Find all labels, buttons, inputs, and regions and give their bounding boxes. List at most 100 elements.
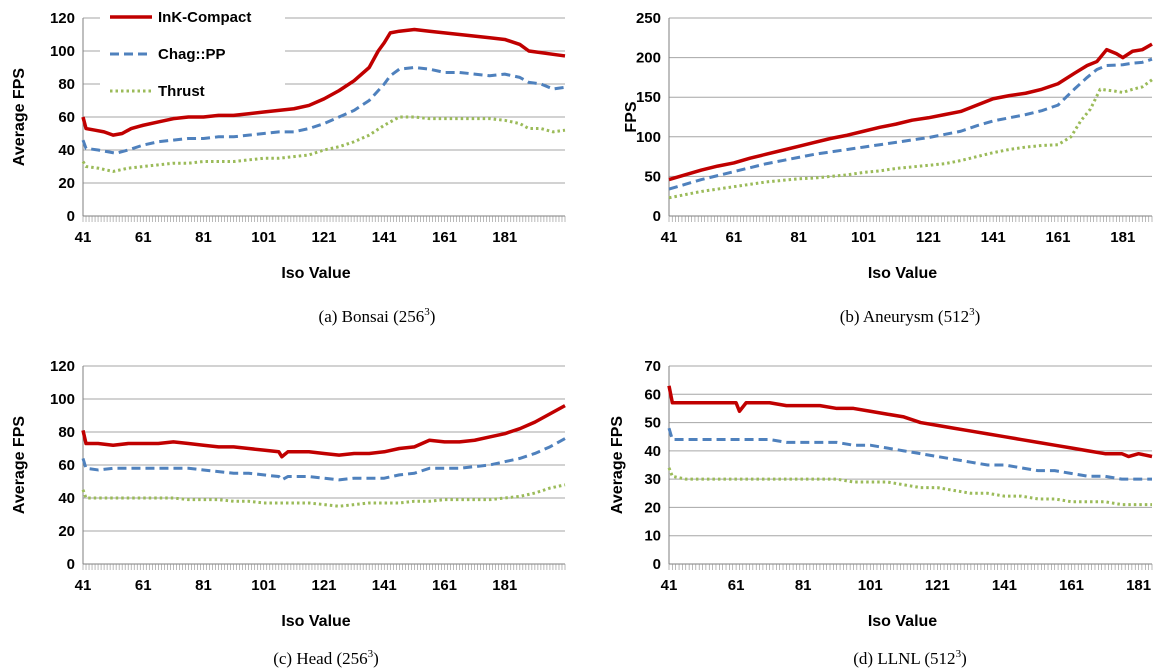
x-tick-label: 121 [925,577,950,594]
x-tick-label: 121 [311,229,336,246]
x-tick-label: 181 [1126,577,1151,594]
x-tick-label: 181 [1110,229,1135,246]
x-tick-label: 81 [195,577,212,594]
y-tick-label: 100 [636,129,661,146]
x-tick-label: 41 [75,229,92,246]
series-line-chag-pp [667,427,1152,481]
x-tick-marks [82,564,566,570]
caption: (d) LLNL (5123) [853,648,966,668]
x-tick-label: 101 [858,577,883,594]
y-tick-label: 0 [67,208,75,225]
x-tick-label: 101 [251,229,276,246]
x-tick-label: 161 [432,577,457,594]
y-axis-title: FPS [623,101,640,132]
series-line-ink-compact [81,404,566,459]
caption-superscript: 3 [969,306,975,318]
y-tick-label: 0 [653,556,661,573]
y-tick-label: 60 [644,386,661,403]
chart-bonsai: 0 20 40 60 80 100 120 41 61 81 101 121 141 161 181 Iso … [11,10,566,326]
x-axis-title: Iso Value [868,613,937,630]
chart-llnl: 0 10 20 30 40 50 60 70 41 61 81 101 121 141 161 181 Iso … [609,358,1153,668]
x-tick-label: 81 [790,229,807,246]
y-tick-label: 200 [636,50,661,67]
y-tick-label: 30 [644,471,661,488]
y-tick-label: 20 [58,175,75,192]
series-line-chag-pp [81,437,566,482]
x-tick-label: 81 [195,229,212,246]
y-tick-label: 150 [636,89,661,106]
legend-label: Chag::PP [158,46,226,63]
x-tick-label: 141 [992,577,1017,594]
caption-superscript: 3 [956,648,962,660]
x-tick-label: 41 [661,229,678,246]
caption: (c) Head (2563) [273,648,379,668]
caption-text: ) [373,649,379,668]
series-line-ink-compact [81,27,566,137]
x-tick-label: 121 [311,577,336,594]
caption-text: ) [961,649,967,668]
x-tick-label: 161 [1045,229,1070,246]
legend-label: Thrust [158,83,205,100]
y-axis-title: Average FPS [11,68,28,166]
x-tick-label: 141 [981,229,1006,246]
x-tick-label: 61 [728,577,745,594]
x-tick-label: 101 [851,229,876,246]
x-tick-label: 121 [916,229,941,246]
y-tick-label: 0 [653,208,661,225]
x-tick-label: 41 [661,577,678,594]
x-tick-label: 81 [795,577,812,594]
y-tick-label: 40 [644,443,661,460]
series-line-ink-compact [667,385,1153,459]
series-line-ink-compact [668,42,1153,182]
x-tick-marks [668,564,1153,570]
x-tick-label: 141 [372,577,397,594]
x-tick-label: 161 [1059,577,1084,594]
y-tick-label: 10 [644,528,661,545]
caption-text: (b) Aneurysm (512 [840,307,969,326]
x-tick-label: 181 [492,577,517,594]
series-line-thrust [668,78,1153,200]
series-line-thrust [81,483,566,508]
y-tick-label: 50 [644,415,661,432]
series-line-chag-pp [81,66,566,155]
caption-text: (c) Head (256 [273,649,367,668]
y-tick-label: 60 [58,109,75,126]
caption-text: ) [975,307,981,326]
y-tick-label: 60 [58,457,75,474]
y-axis-title: Average FPS [11,416,28,514]
series-line-thrust [667,467,1152,507]
chart-aneurysm: 0 50 100 150 200 250 41 61 81 101 121 141 161 181 Iso … [623,10,1153,326]
y-tick-label: 20 [644,499,661,516]
y-tick-label: 250 [636,10,661,27]
caption-superscript: 3 [368,648,374,660]
x-tick-label: 41 [75,577,92,594]
caption-superscript: 3 [424,306,430,318]
caption: (b) Aneurysm (5123) [840,306,981,326]
caption-text: ) [430,307,436,326]
x-axis-title: Iso Value [281,613,350,630]
x-tick-label: 61 [135,577,152,594]
x-axis-title: Iso Value [281,265,350,282]
x-tick-label: 101 [251,577,276,594]
y-tick-label: 120 [50,358,75,375]
y-tick-label: 80 [58,76,75,93]
x-tick-label: 141 [372,229,397,246]
y-tick-label: 80 [58,424,75,441]
x-axis-title: Iso Value [868,265,937,282]
y-tick-label: 0 [67,556,75,573]
x-tick-label: 61 [135,229,152,246]
y-tick-label: 20 [58,523,75,540]
caption: (a) Bonsai (2563) [319,306,436,326]
x-tick-marks [82,216,566,222]
x-tick-label: 181 [492,229,517,246]
y-tick-label: 40 [58,142,75,159]
legend-label: InK-Compact [158,9,251,26]
series-line-thrust [81,115,566,173]
y-tick-label: 50 [644,168,661,185]
x-tick-label: 61 [725,229,742,246]
y-tick-label: 70 [644,358,661,375]
caption-text: (d) LLNL (512 [853,649,955,668]
chart-head: 0 20 40 60 80 100 120 41 61 81 101 121 141 161 181 Iso … [11,358,566,668]
